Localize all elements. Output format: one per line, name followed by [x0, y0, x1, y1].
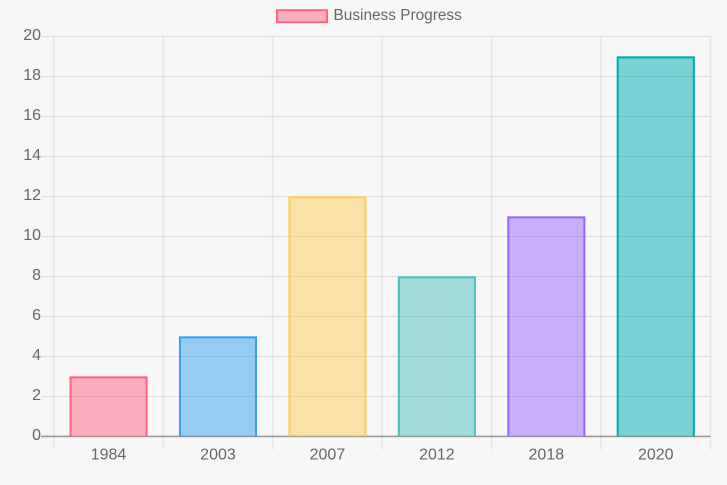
svg-text:16: 16: [23, 107, 41, 124]
svg-text:8: 8: [32, 267, 41, 284]
svg-text:14: 14: [23, 147, 41, 164]
svg-text:4: 4: [32, 347, 41, 364]
svg-text:1984: 1984: [91, 447, 127, 464]
svg-text:Business Progress: Business Progress: [334, 7, 463, 24]
svg-text:2007: 2007: [310, 447, 346, 464]
svg-text:6: 6: [32, 307, 41, 324]
svg-text:2003: 2003: [200, 447, 236, 464]
svg-text:2012: 2012: [419, 447, 455, 464]
svg-text:0: 0: [32, 427, 41, 444]
svg-text:2020: 2020: [638, 447, 674, 464]
svg-text:12: 12: [23, 187, 41, 204]
svg-text:18: 18: [23, 67, 41, 84]
svg-text:10: 10: [23, 227, 41, 244]
svg-text:2: 2: [32, 387, 41, 404]
svg-text:2018: 2018: [529, 447, 565, 464]
svg-text:20: 20: [23, 27, 41, 44]
